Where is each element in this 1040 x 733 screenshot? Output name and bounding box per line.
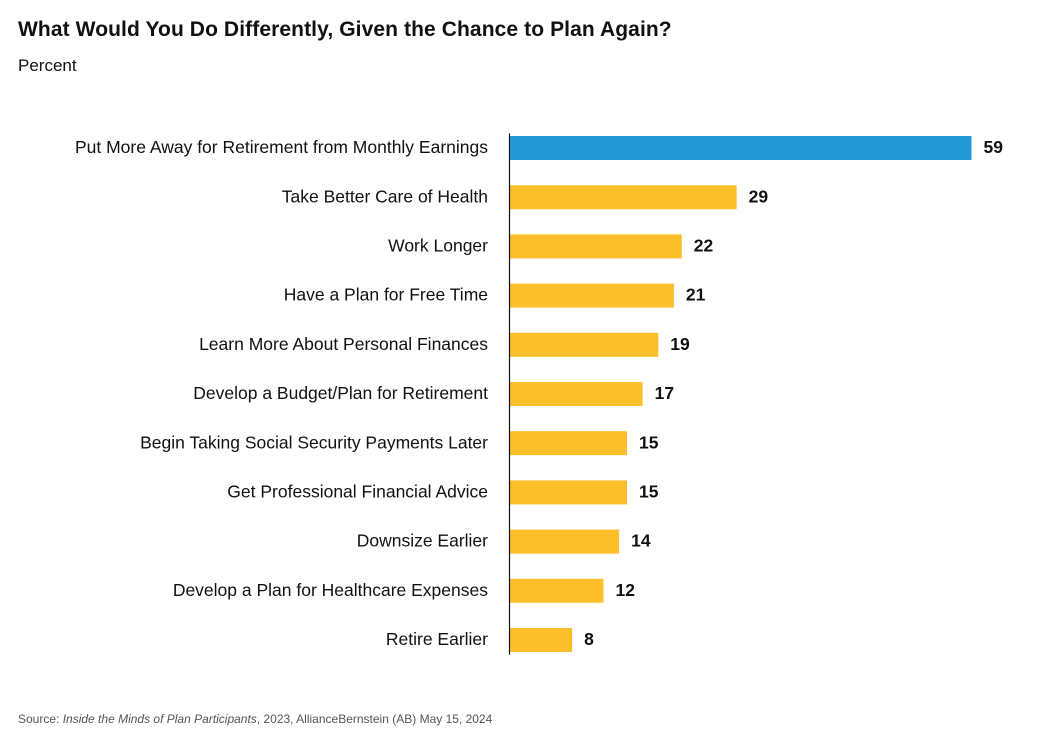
- source-suffix: , 2023, AllianceBernstein (AB) May 15, 2…: [256, 712, 493, 726]
- category-label: Have a Plan for Free Time: [284, 285, 488, 305]
- category-label: Learn More About Personal Finances: [199, 334, 488, 354]
- source-note: Source: Inside the Minds of Plan Partici…: [18, 712, 492, 726]
- category-label: Retire Earlier: [386, 629, 488, 649]
- value-label: 19: [670, 334, 690, 354]
- value-label: 12: [616, 580, 636, 600]
- bar: [509, 234, 682, 259]
- chart-subtitle: Percent: [18, 56, 77, 75]
- bar: [509, 382, 643, 406]
- value-label: 15: [639, 432, 659, 452]
- bar: [509, 480, 627, 505]
- category-label: Take Better Care of Health: [282, 186, 488, 206]
- bar: [509, 136, 972, 160]
- source-title: Inside the Minds of Plan Participants: [62, 712, 257, 726]
- value-label: 8: [584, 629, 594, 649]
- value-label: 59: [984, 137, 1004, 157]
- bar: [509, 185, 737, 210]
- source-prefix: Source:: [18, 712, 63, 726]
- bar: [509, 578, 604, 603]
- value-label: 17: [655, 383, 674, 403]
- value-label: 22: [694, 236, 714, 256]
- value-label: 14: [631, 531, 651, 551]
- category-label: Get Professional Financial Advice: [227, 482, 488, 502]
- value-label: 29: [749, 186, 769, 206]
- category-label: Begin Taking Social Security Payments La…: [140, 432, 488, 452]
- bar: [509, 628, 573, 652]
- value-label: 21: [686, 285, 706, 305]
- category-label: Put More Away for Retirement from Monthl…: [75, 137, 488, 157]
- category-label: Develop a Budget/Plan for Retirement: [193, 383, 488, 403]
- category-label: Downsize Earlier: [357, 531, 488, 551]
- bar: [509, 431, 627, 456]
- bar: [509, 283, 674, 308]
- category-label: Develop a Plan for Healthcare Expenses: [173, 580, 488, 600]
- category-label: Work Longer: [388, 236, 488, 256]
- bar: [509, 529, 620, 554]
- bar-chart: Put More Away for Retirement from Monthl…: [75, 133, 1004, 655]
- value-label: 15: [639, 482, 659, 502]
- chart-title: What Would You Do Differently, Given the…: [18, 18, 672, 41]
- bar: [509, 332, 659, 357]
